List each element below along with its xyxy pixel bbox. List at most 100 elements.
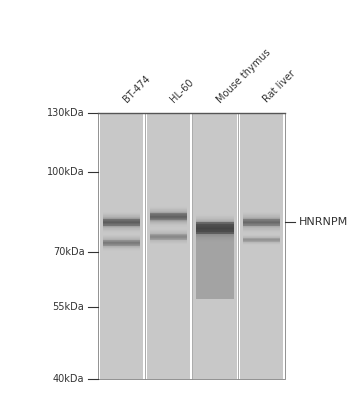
Bar (103, 220, 140, 224)
Text: 100kDa: 100kDa (47, 167, 84, 177)
Text: 40kDa: 40kDa (53, 374, 84, 384)
Bar (243, 238, 280, 242)
Bar (103, 238, 140, 248)
FancyBboxPatch shape (147, 113, 190, 379)
Bar (103, 237, 140, 248)
Bar (243, 235, 280, 245)
Bar (103, 220, 140, 224)
Bar (243, 235, 280, 245)
Bar (196, 217, 234, 239)
Bar (103, 236, 140, 250)
Bar (243, 220, 280, 224)
Bar (150, 235, 187, 239)
Bar (196, 216, 234, 240)
Text: HNRNPM: HNRNPM (299, 217, 348, 227)
Bar (103, 215, 140, 230)
FancyBboxPatch shape (194, 113, 237, 379)
Bar (150, 230, 187, 244)
Bar (150, 236, 187, 238)
Bar (196, 224, 234, 232)
Bar (103, 214, 140, 230)
Bar (196, 228, 234, 299)
Bar (103, 237, 140, 249)
Bar (150, 210, 187, 224)
Bar (150, 212, 187, 222)
Bar (243, 236, 280, 244)
Bar (196, 218, 234, 238)
Bar (243, 215, 280, 230)
Bar (103, 219, 140, 226)
Bar (150, 216, 187, 217)
Text: Rat liver: Rat liver (262, 69, 298, 105)
Bar (150, 230, 187, 244)
Bar (243, 235, 280, 244)
Bar (150, 233, 187, 241)
Bar (150, 231, 187, 242)
Bar (103, 234, 140, 252)
Bar (196, 223, 234, 233)
Bar (103, 214, 140, 231)
Bar (243, 220, 280, 224)
Bar (103, 239, 140, 247)
Bar (243, 237, 280, 243)
Bar (150, 229, 187, 245)
Bar (103, 217, 140, 227)
Bar (150, 233, 187, 240)
Bar (196, 220, 234, 236)
Bar (150, 231, 187, 243)
Bar (243, 216, 280, 228)
Bar (243, 218, 280, 227)
Bar (243, 217, 280, 227)
Bar (150, 207, 187, 226)
Bar (98, 113, 285, 379)
Bar (196, 218, 234, 237)
Bar (103, 213, 140, 231)
Bar (103, 218, 140, 227)
Bar (196, 221, 234, 235)
Bar (103, 242, 140, 244)
Bar (150, 232, 187, 242)
Bar (103, 216, 140, 228)
Bar (103, 241, 140, 245)
Bar (150, 234, 187, 239)
Bar (150, 215, 187, 218)
Bar (150, 209, 187, 224)
Bar (150, 230, 187, 243)
Bar (243, 213, 280, 232)
Bar (150, 212, 187, 221)
Bar (243, 238, 280, 242)
Bar (196, 222, 234, 234)
Bar (103, 216, 140, 229)
Bar (196, 222, 234, 234)
Bar (243, 214, 280, 231)
Bar (196, 215, 234, 241)
Bar (243, 239, 280, 241)
Bar (243, 234, 280, 245)
Bar (243, 236, 280, 244)
Bar (103, 216, 140, 228)
Bar (150, 207, 187, 226)
Bar (243, 238, 280, 242)
Bar (243, 234, 280, 246)
Bar (103, 219, 140, 226)
Bar (196, 219, 234, 237)
Bar (150, 210, 187, 223)
Bar (150, 210, 187, 223)
Bar (103, 240, 140, 246)
Bar (150, 236, 187, 238)
Bar (243, 216, 280, 229)
Bar (150, 208, 187, 226)
Bar (103, 212, 140, 232)
Bar (243, 213, 280, 231)
Bar (103, 234, 140, 251)
Bar (243, 238, 280, 242)
Bar (150, 228, 187, 245)
Bar (103, 242, 140, 243)
Bar (243, 238, 280, 241)
Bar (103, 221, 140, 223)
Bar (243, 239, 280, 241)
Bar (150, 214, 187, 219)
Bar (103, 240, 140, 245)
Bar (196, 227, 234, 229)
Bar (150, 232, 187, 241)
